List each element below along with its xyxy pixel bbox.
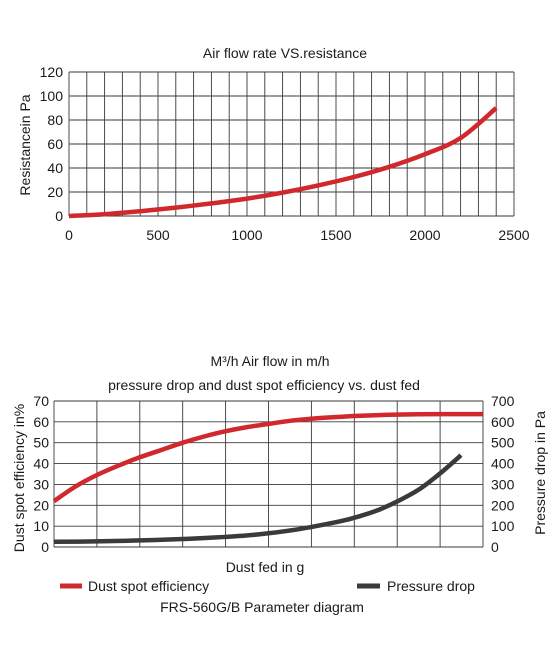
chart2-left-tick-label: 30 (33, 476, 49, 492)
chart2-left-tick-label: 0 (41, 539, 49, 555)
chart2-right-tick-label: 400 (491, 456, 515, 472)
chart2-right-tick-label: 300 (491, 476, 515, 492)
chart2-left-tick-label: 20 (33, 497, 49, 513)
chart2-right-tick-label: 100 (491, 518, 515, 534)
legend-label-efficiency: Dust spot efficiency (88, 578, 209, 594)
chart1-grid (68, 71, 515, 217)
chart2-legend: Dust spot efficiency Pressure drop (60, 578, 475, 594)
legend-label-pressure: Pressure drop (387, 578, 475, 594)
chart2-left-tick-label: 60 (33, 414, 49, 430)
diagram-footer-caption: FRS-560G/B Parameter diagram (160, 599, 364, 615)
chart2-right-tick-label: 500 (491, 435, 515, 451)
chart1-x-tick-label: 2000 (409, 227, 440, 243)
chart2-x-axis-label: Dust fed in g (226, 559, 305, 575)
chart1-ticks: 0 20 40 60 80 100 120 0 500 1000 1500 2000 2500 (40, 64, 530, 243)
chart2-right-tick-label: 0 (491, 539, 499, 555)
chart1-y-tick-label: 120 (40, 64, 64, 80)
chart1-y-tick-label: 80 (47, 112, 63, 128)
chart1-series (68, 106, 498, 219)
airflow-resistance-chart: Air flow rate VS.resistance Resistancein… (17, 45, 530, 243)
chart2-series (52, 411, 484, 545)
chart2-left-tick-label: 10 (33, 518, 49, 534)
chart1-y-axis-label: Resistancein Pa (17, 94, 33, 195)
dust-fed-chart: M³/h Air flow in m/h pressure drop and d… (11, 353, 548, 615)
chart2-title-line1: M³/h Air flow in m/h (210, 353, 329, 369)
chart1-x-tick-label: 0 (65, 227, 73, 243)
chart1-x-tick-label: 2500 (498, 227, 529, 243)
chart1-y-tick-label: 40 (47, 160, 63, 176)
chart2-right-tick-label: 200 (491, 497, 515, 513)
chart2-right-tick-label: 600 (491, 414, 515, 430)
chart1-y-tick-label: 60 (47, 136, 63, 152)
chart1-x-tick-label: 500 (146, 227, 170, 243)
chart2-left-axis-label: Dust spot efficiency in% (11, 404, 27, 552)
pressure-drop-series-line (53, 453, 463, 545)
efficiency-series-line (52, 411, 483, 503)
chart1-title: Air flow rate VS.resistance (203, 45, 367, 61)
chart2-title-line2: pressure drop and dust spot efficiency v… (108, 377, 420, 393)
chart1-y-tick-label: 0 (55, 208, 63, 224)
chart2-right-axis-label: Pressure drop in Pa (532, 411, 548, 535)
chart2-left-tick-label: 70 (33, 393, 49, 409)
chart2-right-tick-label: 700 (491, 393, 515, 409)
chart1-y-tick-label: 100 (40, 88, 64, 104)
chart2-left-tick-label: 40 (33, 456, 49, 472)
chart1-y-tick-label: 20 (47, 184, 63, 200)
chart1-x-tick-label: 1000 (231, 227, 262, 243)
chart2-left-tick-label: 50 (33, 435, 49, 451)
chart1-x-tick-label: 1500 (320, 227, 351, 243)
